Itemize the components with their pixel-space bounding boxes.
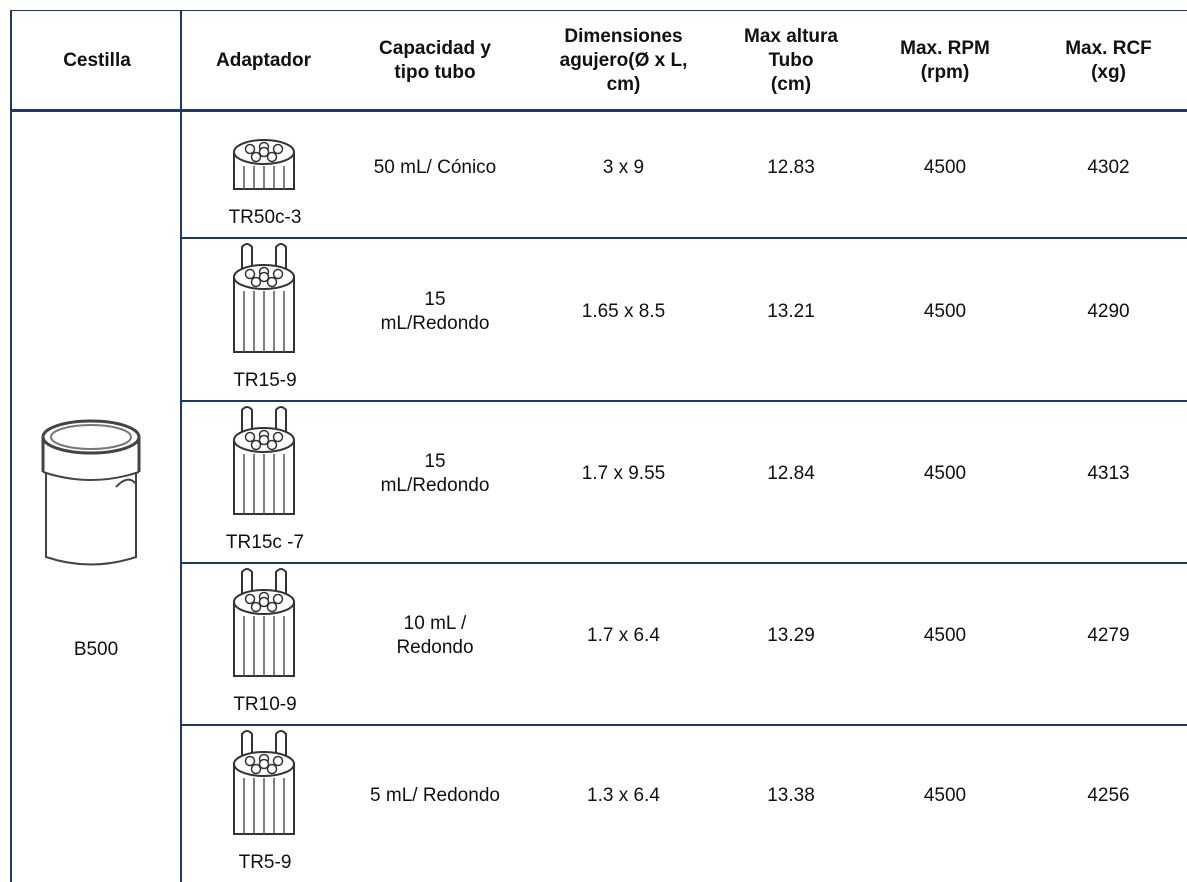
table-cell: 4500: [923, 785, 967, 806]
row-border: [182, 562, 1187, 564]
table-cell: 4500: [923, 463, 967, 484]
column-header: Dimensiones agujero(Ø x L, cm): [559, 25, 688, 95]
table-cell: 15 mL/Redondo: [380, 288, 490, 334]
border: [180, 10, 182, 882]
table-cell: 4279: [1087, 625, 1130, 646]
table-cell: 15 mL/Redondo: [380, 451, 490, 496]
table-cell: 4500: [923, 625, 967, 646]
adapter-icon: [233, 243, 295, 353]
table-cell: 5 mL/ Redondo: [370, 785, 500, 806]
basket-icon: [41, 419, 141, 566]
adapter-name: TR50c-3: [228, 207, 302, 228]
table-cell: 1.65 x 8.5: [581, 300, 666, 322]
adapter-icon: [233, 568, 295, 677]
column-header: Cestilla: [63, 49, 131, 71]
adapter-icon: [233, 730, 295, 835]
row-border: [182, 400, 1187, 402]
table-cell: 4302: [1087, 156, 1130, 178]
adapter-name: TR15-9: [233, 370, 297, 391]
table-cell: 1.3 x 6.4: [587, 785, 660, 806]
table-cell: 12.84: [767, 463, 815, 484]
border: [10, 10, 1187, 11]
adapter-icon: [233, 406, 295, 515]
row-border: [182, 724, 1187, 726]
table-cell: 10 mL / Redondo: [396, 613, 474, 658]
table-cell: 1.7 x 9.55: [581, 463, 666, 484]
table-cell: 13.29: [767, 625, 815, 646]
table-cell: 4313: [1087, 463, 1130, 484]
adapter-name: TR10-9: [233, 694, 297, 715]
column-header: Adaptador: [216, 49, 311, 71]
row-border: [182, 237, 1187, 239]
table-cell: 12.83: [767, 156, 815, 178]
table-cell: 13.38: [767, 785, 815, 806]
basket-name: B500: [73, 639, 119, 660]
table-cell: 4256: [1087, 785, 1130, 806]
table-cell: 50 mL/ Cónico: [373, 156, 497, 178]
border: [10, 109, 1187, 112]
column-header: Max. RPM (rpm): [900, 37, 990, 83]
adapter-name: TR5-9: [238, 852, 292, 873]
table-cell: 4500: [923, 300, 967, 322]
table-cell: 3 x 9: [602, 156, 645, 178]
column-header: Max. RCF (xg): [1065, 37, 1152, 83]
column-header: Capacidad y tipo tubo: [379, 37, 491, 83]
table-cell: 4290: [1087, 300, 1130, 322]
border: [10, 10, 12, 882]
adapter-name: TR15c -7: [225, 532, 305, 553]
column-header: Max altura Tubo (cm): [744, 25, 838, 95]
adapter-icon: [233, 139, 295, 190]
table-cell: 1.7 x 6.4: [587, 625, 660, 646]
table-cell: 13.21: [767, 300, 815, 322]
table-cell: 4500: [923, 156, 967, 178]
